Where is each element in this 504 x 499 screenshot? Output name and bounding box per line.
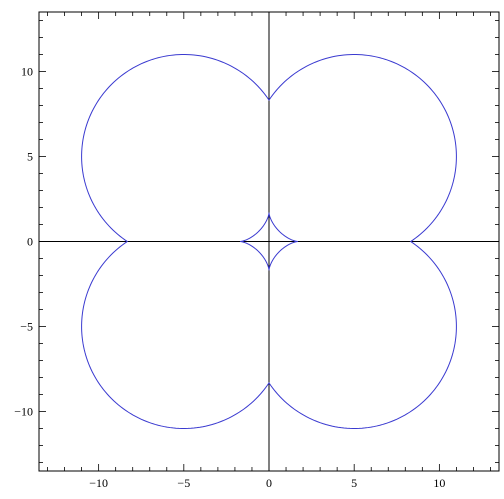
x-tick-label: 5 — [351, 476, 357, 490]
minor-ticks — [39, 12, 499, 471]
x-tick-label: −5 — [177, 476, 190, 490]
x-tick-labels: −10 −5 0 5 10 — [89, 476, 445, 490]
series-inner-astroid — [240, 212, 298, 271]
y-tick-label: 10 — [21, 65, 33, 79]
y-tick-label: 5 — [27, 150, 33, 164]
series-outer-curve — [81, 54, 457, 429]
x-tick-label: −10 — [89, 476, 108, 490]
x-tick-label: 10 — [433, 476, 445, 490]
y-tick-label: 0 — [27, 235, 33, 249]
y-tick-label: −10 — [14, 405, 33, 419]
y-tick-label: −5 — [20, 320, 33, 334]
y-tick-labels: −10 −5 0 5 10 — [14, 65, 33, 419]
x-tick-label: 0 — [266, 476, 272, 490]
